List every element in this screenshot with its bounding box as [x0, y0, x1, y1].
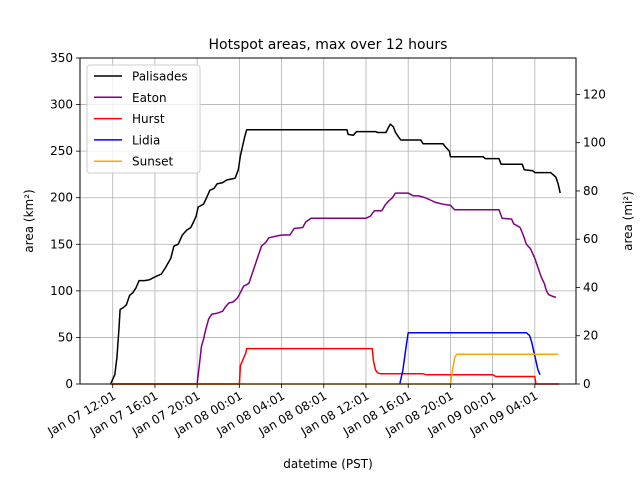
legend-label: Palisades	[132, 70, 188, 84]
plot-frame	[79, 57, 577, 385]
y-axis-right: 0 20 40 60 80 100 120	[576, 87, 606, 391]
legend-label: Lidia	[132, 133, 160, 147]
y-tick-label-right: 80	[583, 184, 598, 198]
y-tick-label-left: 250	[50, 144, 73, 158]
y-tick-label-right: 120	[583, 87, 606, 101]
y-tick-label-right: 40	[583, 280, 598, 294]
legend-label: Hurst	[132, 112, 165, 126]
x-axis-label: datetime (PST)	[283, 457, 373, 471]
y-axis-left: 0 50 100 150 200 250 300 350	[50, 51, 80, 391]
legend-label: Eaton	[132, 91, 167, 105]
y-tick-label-right: 100	[583, 136, 606, 150]
series-line-eaton	[110, 192, 557, 385]
y-tick-label-right: 0	[583, 377, 591, 391]
legend-label: Sunset	[132, 155, 173, 169]
y-axis-label-right: area (mi²)	[621, 191, 635, 251]
y-axis-label-left: area (km²)	[22, 189, 36, 252]
y-tick-label-right: 60	[583, 232, 598, 246]
y-tick-label-left: 0	[65, 377, 73, 391]
series-line-sunset	[110, 353, 559, 385]
legend-box	[86, 64, 201, 174]
y-tick-label-left: 200	[50, 191, 73, 205]
x-tick-label: Jan 07 12:01	[45, 388, 119, 439]
series-line-lidia	[399, 332, 541, 385]
series-line-palisades	[109, 123, 561, 385]
y-tick-label-left: 100	[50, 284, 73, 298]
y-tick-label-left: 150	[50, 237, 73, 251]
chart-title: Hotspot areas, max over 12 hours	[209, 37, 448, 53]
legend: Palisades Eaton Hurst Lidia Sunset	[86, 64, 201, 174]
y-tick-label-left: 350	[50, 51, 73, 65]
y-tick-label-left: 50	[58, 330, 73, 344]
y-tick-label-left: 300	[50, 98, 73, 112]
series-line-hurst	[110, 347, 560, 385]
y-tick-label-right: 20	[583, 329, 598, 343]
